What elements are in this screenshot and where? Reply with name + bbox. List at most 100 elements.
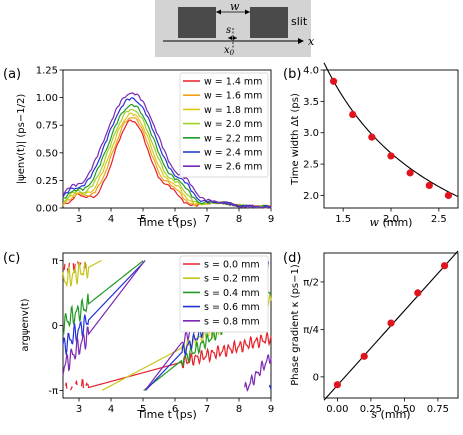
y-tick-label: 4.0 bbox=[303, 66, 319, 77]
panel-c-ticks: 3 4 5 6 7 8 9 -π 0 π bbox=[48, 256, 274, 415]
s-label: s bbox=[226, 25, 231, 36]
y-tick-label: 2.5 bbox=[303, 160, 319, 171]
x-axis-label: x bbox=[308, 35, 315, 48]
y-tick-label: 0 bbox=[313, 372, 319, 383]
panel-a: (a) 3 4 5 6 7 8 9 0.00 0.25 0.50 0.75 1.00 1.25 w = … bbox=[3, 66, 274, 230]
x-tick-label: 1.5 bbox=[335, 214, 351, 225]
legend-entry: w = 1.4 mm bbox=[204, 77, 262, 88]
panel-b-fit bbox=[323, 62, 459, 198]
fit-curve bbox=[323, 62, 459, 198]
data-point bbox=[349, 110, 357, 119]
panel-a-label: (a) bbox=[3, 67, 21, 82]
panel-b-label: (b) bbox=[283, 67, 301, 82]
legend-entry: w = 1.8 mm bbox=[204, 105, 262, 116]
series-line bbox=[62, 92, 272, 209]
panel-b-points bbox=[329, 77, 453, 200]
x-tick-label: 0.00 bbox=[326, 404, 348, 415]
panel-c-label: (c) bbox=[3, 251, 20, 266]
panel-d: (d) 0.00 0.25 0.50 0.75 0 π/4 π/2 s (mm) Phase… bbox=[283, 250, 459, 421]
x-tick-label: 4 bbox=[108, 404, 114, 415]
x-tick-label: 0.25 bbox=[360, 404, 382, 415]
panel-c: (c) 3 4 5 6 7 8 9-π0π s = 0.0 mms = 0.2 mms = … bbox=[3, 251, 274, 421]
legend-entry: s = 0.4 mm bbox=[204, 288, 260, 299]
y-tick-label: 2.0 bbox=[303, 191, 319, 202]
y-tick-label: 3.5 bbox=[303, 97, 319, 108]
data-point bbox=[425, 181, 433, 190]
x-tick-label: 0.75 bbox=[427, 404, 449, 415]
panel-d-frame bbox=[323, 252, 459, 399]
panel-d-xlabel: s (mm) bbox=[371, 408, 410, 421]
x-tick-label: 2.5 bbox=[431, 214, 447, 225]
x-tick-label: 8 bbox=[236, 404, 242, 415]
legend-entry: s = 0.2 mm bbox=[204, 274, 260, 285]
data-point bbox=[387, 152, 395, 160]
legend-entry: w = 2.2 mm bbox=[204, 133, 262, 144]
y-tick-label: -π bbox=[48, 386, 58, 397]
w-label: w bbox=[230, 0, 240, 13]
legend-entry: s = 0.8 mm bbox=[204, 316, 260, 327]
y-tick-label: 0 bbox=[52, 321, 58, 332]
data-point bbox=[414, 289, 422, 297]
x-tick-label: 2.0 bbox=[383, 214, 399, 225]
panel-a-legend: w = 1.4 mm w = 1.6 mm w = 1.8 mm w = 2.0 mm… bbox=[179, 72, 269, 178]
legend-entry: s = 0.0 mm bbox=[204, 260, 260, 271]
series-line bbox=[62, 97, 272, 209]
y-tick-label: π/4 bbox=[303, 325, 319, 336]
x-tick-label: 3 bbox=[76, 404, 82, 415]
x-tick-label: 6 bbox=[172, 214, 178, 225]
y-tick-label: 1.25 bbox=[36, 66, 58, 77]
slit-schematic: w s x slit x0 bbox=[155, 0, 315, 57]
panel-a-lines bbox=[62, 92, 272, 209]
slit-label: slit bbox=[291, 15, 308, 28]
panel-b-ticks: 1.5 2.0 2.5 2.0 2.5 3.0 3.5 4.0 bbox=[303, 66, 447, 226]
panel-a-ylabel: |ψenv(t)| (ps−1/2) bbox=[16, 94, 27, 185]
x0-label: x0 bbox=[224, 45, 235, 57]
panel-b-frame bbox=[323, 69, 459, 209]
x-tick-label: 7 bbox=[204, 214, 210, 225]
x-tick-label: 8 bbox=[236, 214, 242, 225]
data-point bbox=[333, 381, 341, 389]
panel-b-ylabel: Time width Δt (ps) bbox=[290, 93, 301, 186]
legend-entry: w = 2.6 mm bbox=[204, 162, 262, 173]
panel-a-frame bbox=[62, 69, 272, 209]
y-tick-label: 0.25 bbox=[36, 176, 58, 187]
x-tick-label: 4 bbox=[108, 214, 114, 225]
x-axis-arrow-head bbox=[298, 38, 304, 44]
y-tick-label: 0.50 bbox=[36, 148, 58, 159]
data-point bbox=[441, 262, 449, 270]
x-tick-label: 9 bbox=[268, 214, 274, 225]
x-tick-label: 5 bbox=[140, 404, 146, 415]
x-tick-label: 0.50 bbox=[393, 404, 415, 415]
y-tick-label: π/2 bbox=[303, 277, 319, 288]
y-tick-label: 0.75 bbox=[36, 121, 58, 132]
y-tick-label: π bbox=[52, 256, 58, 267]
panel-d-ticks: 0.00 0.25 0.50 0.75 0 π/4 π/2 bbox=[303, 277, 449, 415]
data-point bbox=[360, 352, 368, 360]
y-tick-label: 1.00 bbox=[36, 93, 58, 104]
x-tick-label: 7 bbox=[204, 404, 210, 415]
slit-left-block bbox=[178, 7, 216, 38]
x-tick-label: 9 bbox=[268, 404, 274, 415]
data-point bbox=[406, 169, 414, 177]
panel-a-ticks: 3 4 5 6 7 8 9 0.00 0.25 0.50 0.75 1.00 1.25 bbox=[36, 66, 274, 226]
panel-b-xlabel: w (mm) bbox=[370, 216, 413, 229]
panel-d-ylabel: Phase gradient κ (ps−1) bbox=[290, 264, 301, 386]
panel-a-xlabel: Time t (ps) bbox=[136, 216, 197, 229]
y-tick-label: 0.00 bbox=[36, 204, 58, 215]
data-point bbox=[387, 319, 395, 327]
panel-d-points bbox=[333, 262, 449, 389]
panel-b: (b) 1.5 2.0 2.5 2.0 2.5 3.0 3.5 4.0 w (mm) Time… bbox=[283, 62, 459, 229]
panel-c-legend: s = 0.0 mm s = 0.2 mm s = 0.4 mm s = 0.6 mm… bbox=[179, 255, 269, 333]
x-tick-label: 5 bbox=[140, 214, 146, 225]
legend-entry: s = 0.6 mm bbox=[204, 302, 260, 313]
y-tick-label: 3.0 bbox=[303, 128, 319, 139]
data-point bbox=[368, 133, 376, 141]
s-arrow-heads bbox=[228, 36, 237, 40]
data-point bbox=[444, 191, 453, 200]
panel-d-label: (d) bbox=[283, 251, 301, 266]
data-point bbox=[329, 77, 338, 85]
legend-entry: w = 2.4 mm bbox=[204, 148, 262, 159]
slit-right-block bbox=[250, 7, 288, 38]
panel-c-xlabel: Time t (ps) bbox=[136, 408, 197, 421]
